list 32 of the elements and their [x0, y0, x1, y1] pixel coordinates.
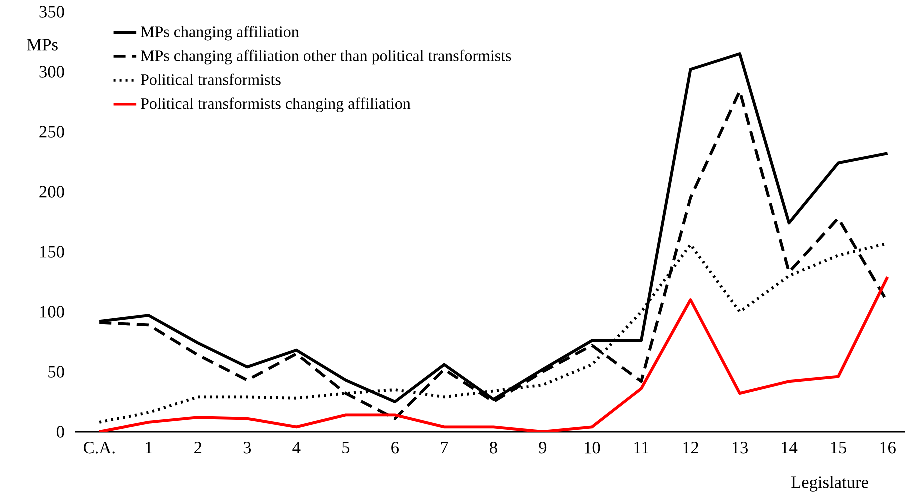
legend-label: Political transformists	[141, 74, 281, 86]
x-tick-label: 9	[539, 442, 547, 454]
y-tick-label: 350	[40, 6, 64, 18]
x-tick-label: 13	[732, 442, 748, 454]
x-tick-label: 12	[684, 442, 698, 454]
line-series	[98, 276, 890, 432]
x-tick-label: 10	[585, 442, 600, 454]
x-tick-label: 14	[782, 442, 798, 454]
x-tick-label: 15	[831, 442, 846, 454]
x-tick-label: 16	[880, 442, 896, 454]
x-axis-title: Legislature	[792, 476, 868, 492]
legend-label: Political transformists changing affiliation	[141, 98, 411, 112]
y-tick-label: 100	[40, 306, 64, 318]
x-tick-label: 11	[634, 442, 649, 454]
y-axis-title: MPs	[27, 39, 58, 51]
x-tick-label: C.A.	[84, 442, 115, 454]
x-tick-label: 1	[146, 442, 152, 454]
y-tick-label: 200	[40, 186, 64, 198]
y-tick-label: 250	[40, 126, 64, 138]
legend-label: MPs changing affiliation other than political transformists	[141, 50, 512, 64]
x-tick-label: 5	[342, 442, 350, 454]
x-tick-label: 7	[441, 442, 448, 454]
x-tick-label: 4	[292, 442, 301, 454]
x-tick-label: 2	[194, 442, 202, 454]
y-tick-label: 0	[56, 426, 64, 438]
y-tick-label: 150	[40, 246, 64, 258]
x-tick-label: 6	[392, 442, 400, 454]
x-tick-label: 3	[244, 442, 252, 454]
y-tick-label: 300	[40, 66, 64, 78]
legend-label: MPs changing affiliation	[141, 26, 300, 41]
y-tick-label: 50	[48, 366, 64, 378]
x-tick-label: 8	[490, 442, 498, 454]
